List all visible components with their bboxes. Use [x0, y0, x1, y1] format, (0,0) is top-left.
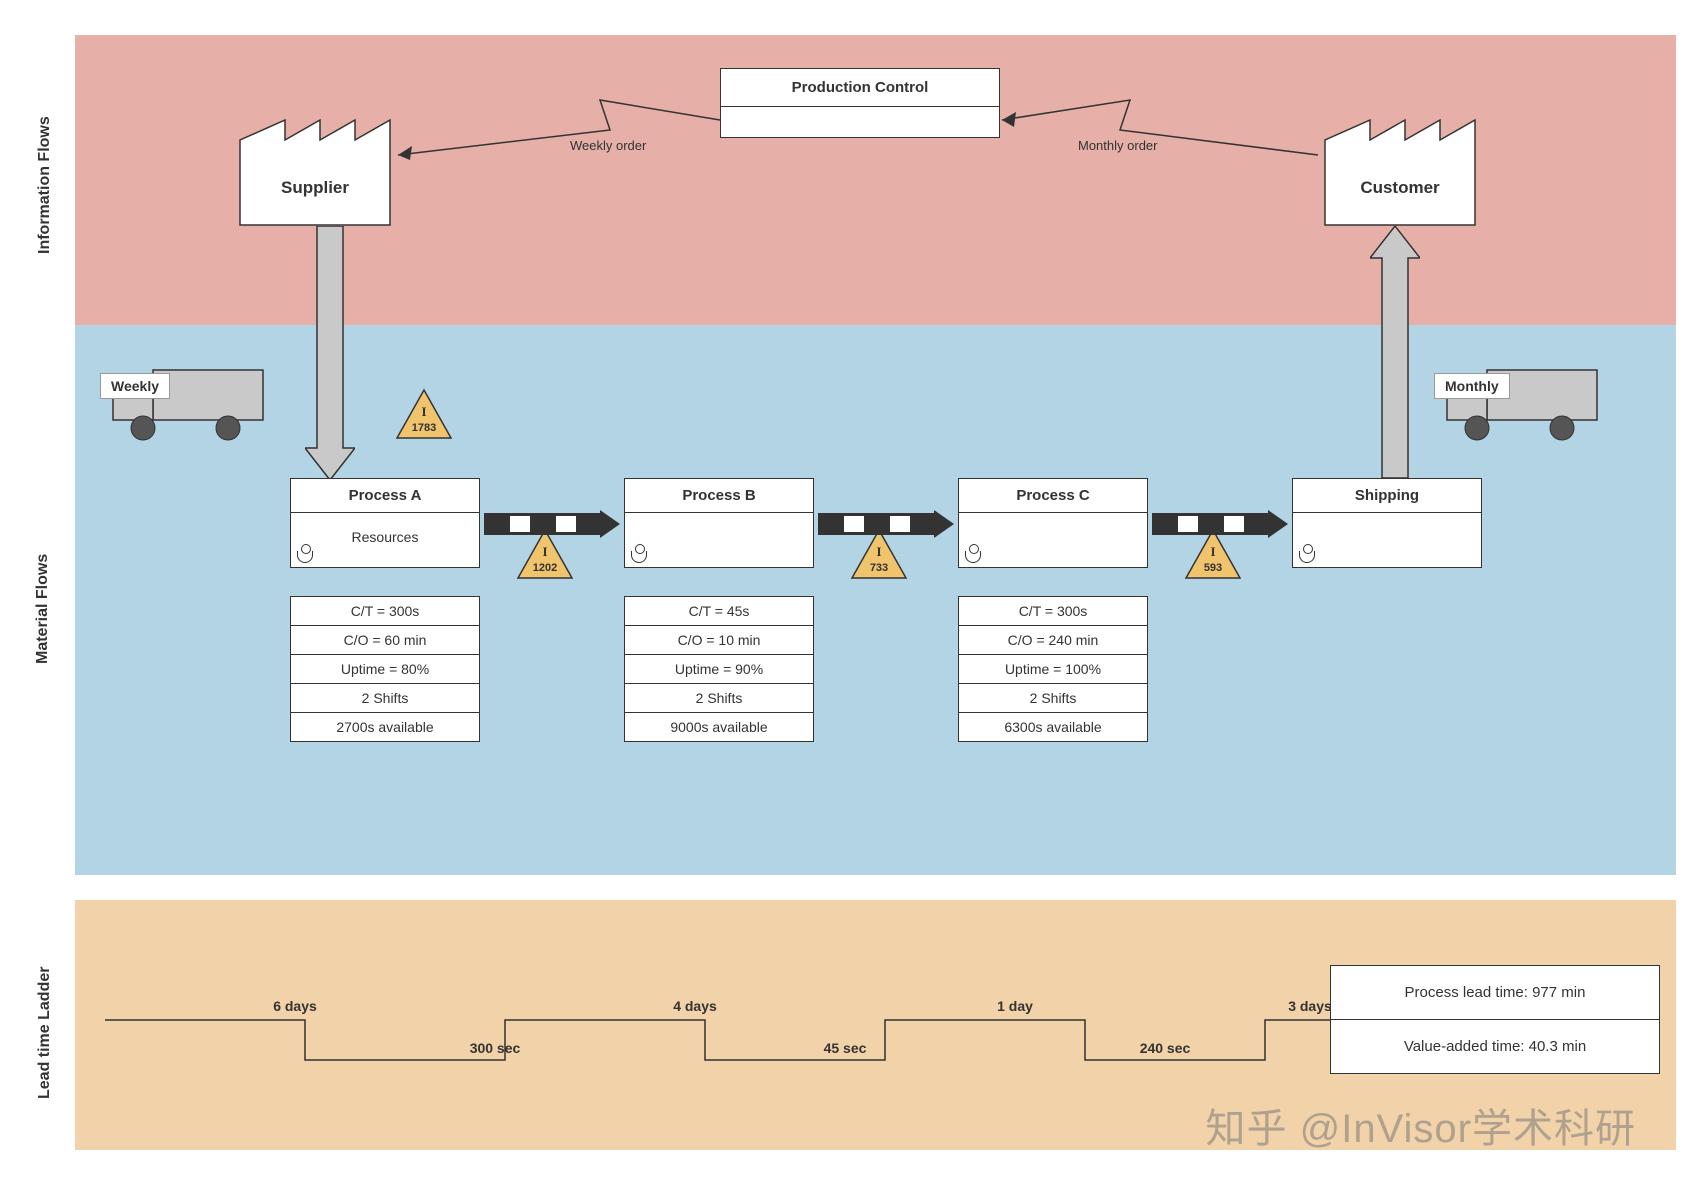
operator-icon [965, 551, 981, 563]
process-B: Process B [624, 478, 814, 568]
push-arrow-1 [818, 510, 954, 538]
truck-inbound-label: Weekly [100, 373, 170, 399]
lead-upper: 4 days [595, 998, 795, 1014]
truck-outbound-label: Monthly [1434, 373, 1510, 399]
lead-upper: 6 days [195, 998, 395, 1014]
supply-arrow-down [305, 226, 355, 482]
process-sub: Resources [291, 513, 479, 567]
process-B-data: C/T = 45sC/O = 10 minUptime = 90%2 Shift… [624, 596, 814, 742]
process-title: Process A [291, 479, 479, 513]
inventory-inv0: I 1783 [395, 388, 453, 440]
lead-lower: 240 sec [1075, 1040, 1255, 1056]
push-arrow-2 [1152, 510, 1288, 538]
data-row: C/O = 240 min [959, 625, 1147, 654]
inventory-value: 1202 [516, 562, 574, 574]
inventory-value: 593 [1184, 562, 1242, 574]
data-row: Uptime = 90% [625, 654, 813, 683]
inventory-value: 733 [850, 562, 908, 574]
process-sub [959, 513, 1147, 567]
push-arrow-0 [484, 510, 620, 538]
data-row: 2 Shifts [625, 683, 813, 712]
data-row: Uptime = 100% [959, 654, 1147, 683]
data-row: C/O = 60 min [291, 625, 479, 654]
data-row: C/T = 45s [625, 597, 813, 625]
process-C-data: C/T = 300sC/O = 240 minUptime = 100%2 Sh… [958, 596, 1148, 742]
operator-icon [631, 551, 647, 563]
inventory-value: 1783 [395, 422, 453, 434]
data-row: 9000s available [625, 712, 813, 741]
process-title: Process C [959, 479, 1147, 513]
data-row: C/T = 300s [291, 597, 479, 625]
process-sub [625, 513, 813, 567]
summary-value-added: Value-added time: 40.3 min [1331, 1019, 1659, 1073]
process-A: Process A Resources [290, 478, 480, 568]
process-S: Shipping [1292, 478, 1482, 568]
lead-upper: 1 day [915, 998, 1115, 1014]
data-row: C/O = 10 min [625, 625, 813, 654]
process-title: Shipping [1293, 479, 1481, 513]
process-sub [1293, 513, 1481, 567]
lead-ladder-svg [75, 900, 1365, 1150]
ship-arrow-up [1370, 226, 1420, 478]
summary-lead-time: Process lead time: 977 min [1331, 966, 1659, 1019]
watermark: 知乎 @InVisor学术科研 [1206, 1096, 1637, 1154]
operator-icon [1299, 551, 1315, 563]
lead-lower: 45 sec [755, 1040, 935, 1056]
data-row: 2700s available [291, 712, 479, 741]
lead-summary-box: Process lead time: 977 min Value-added t… [1330, 965, 1660, 1074]
data-row: C/T = 300s [959, 597, 1147, 625]
data-row: Uptime = 80% [291, 654, 479, 683]
process-C: Process C [958, 478, 1148, 568]
data-row: 2 Shifts [959, 683, 1147, 712]
process-title: Process B [625, 479, 813, 513]
edge-label-weekly: Weekly order [570, 138, 646, 153]
data-row: 6300s available [959, 712, 1147, 741]
edge-label-monthly: Monthly order [1078, 138, 1157, 153]
process-A-data: C/T = 300sC/O = 60 minUptime = 80%2 Shif… [290, 596, 480, 742]
data-row: 2 Shifts [291, 683, 479, 712]
lead-lower: 300 sec [395, 1040, 595, 1056]
operator-icon [297, 551, 313, 563]
